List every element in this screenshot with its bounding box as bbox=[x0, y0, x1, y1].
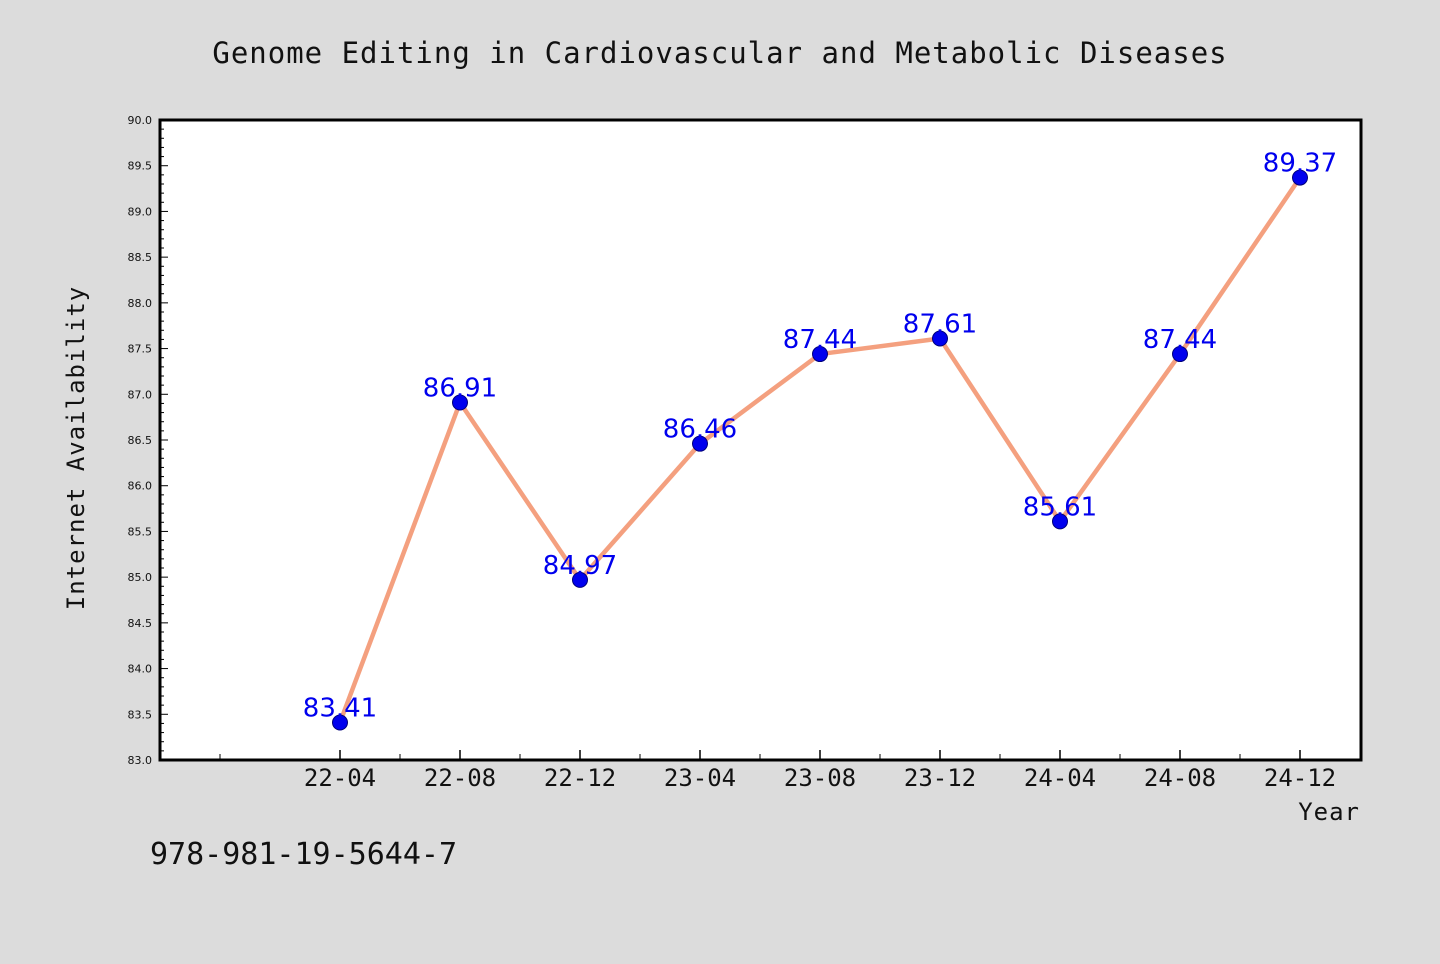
y-tick-label: 85.5 bbox=[128, 525, 153, 538]
data-point bbox=[812, 346, 828, 363]
data-label: 86.46 bbox=[663, 415, 737, 445]
y-tick-label: 83.0 bbox=[128, 754, 153, 767]
x-tick-label: 23-08 bbox=[784, 764, 856, 792]
data-label-layer: 83.41 86.91 84.97 86.46 87.44 87.61 85.61 87.44… bbox=[303, 149, 1337, 724]
data-point bbox=[1292, 169, 1308, 186]
x-tick-label: 24-04 bbox=[1024, 764, 1096, 792]
y-axis-title: Internet Availability bbox=[62, 286, 90, 610]
chart-title: Genome Editing in Cardiovascular and Met… bbox=[212, 36, 1227, 70]
data-point bbox=[1052, 513, 1068, 530]
y-tick-label: 87.5 bbox=[128, 343, 153, 356]
x-tick-label: 22-04 bbox=[304, 764, 376, 792]
y-tick-label: 90.0 bbox=[128, 114, 153, 127]
y-tick-label: 85.0 bbox=[128, 571, 153, 584]
y-tick-label: 84.0 bbox=[128, 663, 153, 676]
data-label: 84.97 bbox=[543, 551, 617, 581]
data-point bbox=[332, 714, 348, 731]
data-label: 87.61 bbox=[903, 310, 977, 340]
data-point bbox=[692, 435, 708, 452]
data-label: 85.61 bbox=[1023, 492, 1097, 522]
x-tick-label: 24-08 bbox=[1144, 764, 1216, 792]
x-axis: 22-04 22-08 22-12 23-04 23-08 23-12 24-04 24-08… bbox=[219, 750, 1336, 792]
y-tick-label: 86.0 bbox=[128, 480, 153, 493]
series-layer bbox=[332, 169, 1308, 731]
y-tick-label: 87.0 bbox=[128, 388, 153, 401]
data-point bbox=[572, 571, 588, 588]
data-label: 89.37 bbox=[1263, 149, 1337, 179]
x-tick-label: 22-08 bbox=[424, 764, 496, 792]
x-tick-label: 22-12 bbox=[544, 764, 616, 792]
y-axis: 83.0 83.5 84.0 84.5 85.0 85.5 86.0 86.5 87.0 87.5… bbox=[128, 114, 168, 767]
y-tick-label: 83.5 bbox=[128, 708, 153, 721]
data-label: 83.41 bbox=[303, 694, 377, 724]
data-label: 86.91 bbox=[423, 374, 497, 404]
footer-isbn: 978-981-19-5644-7 bbox=[150, 837, 457, 872]
y-tick-label: 86.5 bbox=[128, 434, 153, 447]
data-label: 87.44 bbox=[1143, 325, 1217, 355]
data-point bbox=[452, 394, 468, 411]
x-tick-label: 23-12 bbox=[904, 764, 976, 792]
y-tick-label: 84.5 bbox=[128, 617, 153, 630]
x-tick-label: 24-12 bbox=[1264, 764, 1336, 792]
y-tick-label: 89.0 bbox=[128, 205, 153, 218]
data-point bbox=[932, 330, 948, 347]
x-axis-title: Year bbox=[1298, 798, 1360, 826]
data-point bbox=[1172, 346, 1188, 363]
y-tick-label: 89.5 bbox=[128, 160, 153, 173]
y-tick-label: 88.5 bbox=[128, 251, 153, 264]
y-tick-label: 88.0 bbox=[128, 297, 153, 310]
x-tick-label: 23-04 bbox=[664, 764, 736, 792]
plot-area bbox=[158, 118, 1363, 762]
data-label: 87.44 bbox=[783, 325, 857, 355]
